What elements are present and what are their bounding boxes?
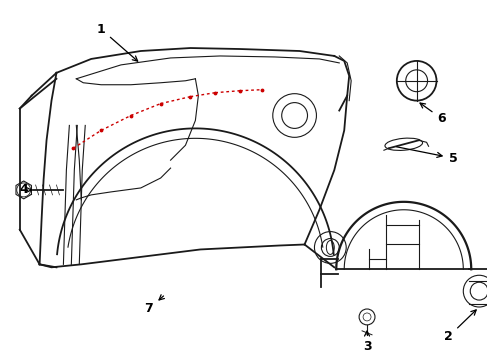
Text: 5: 5 bbox=[396, 147, 457, 165]
Text: 3: 3 bbox=[362, 331, 370, 353]
Text: 2: 2 bbox=[443, 310, 475, 343]
Text: 7: 7 bbox=[144, 295, 164, 315]
Text: 6: 6 bbox=[419, 103, 445, 125]
Text: 1: 1 bbox=[97, 23, 138, 61]
Text: 4: 4 bbox=[20, 184, 31, 197]
